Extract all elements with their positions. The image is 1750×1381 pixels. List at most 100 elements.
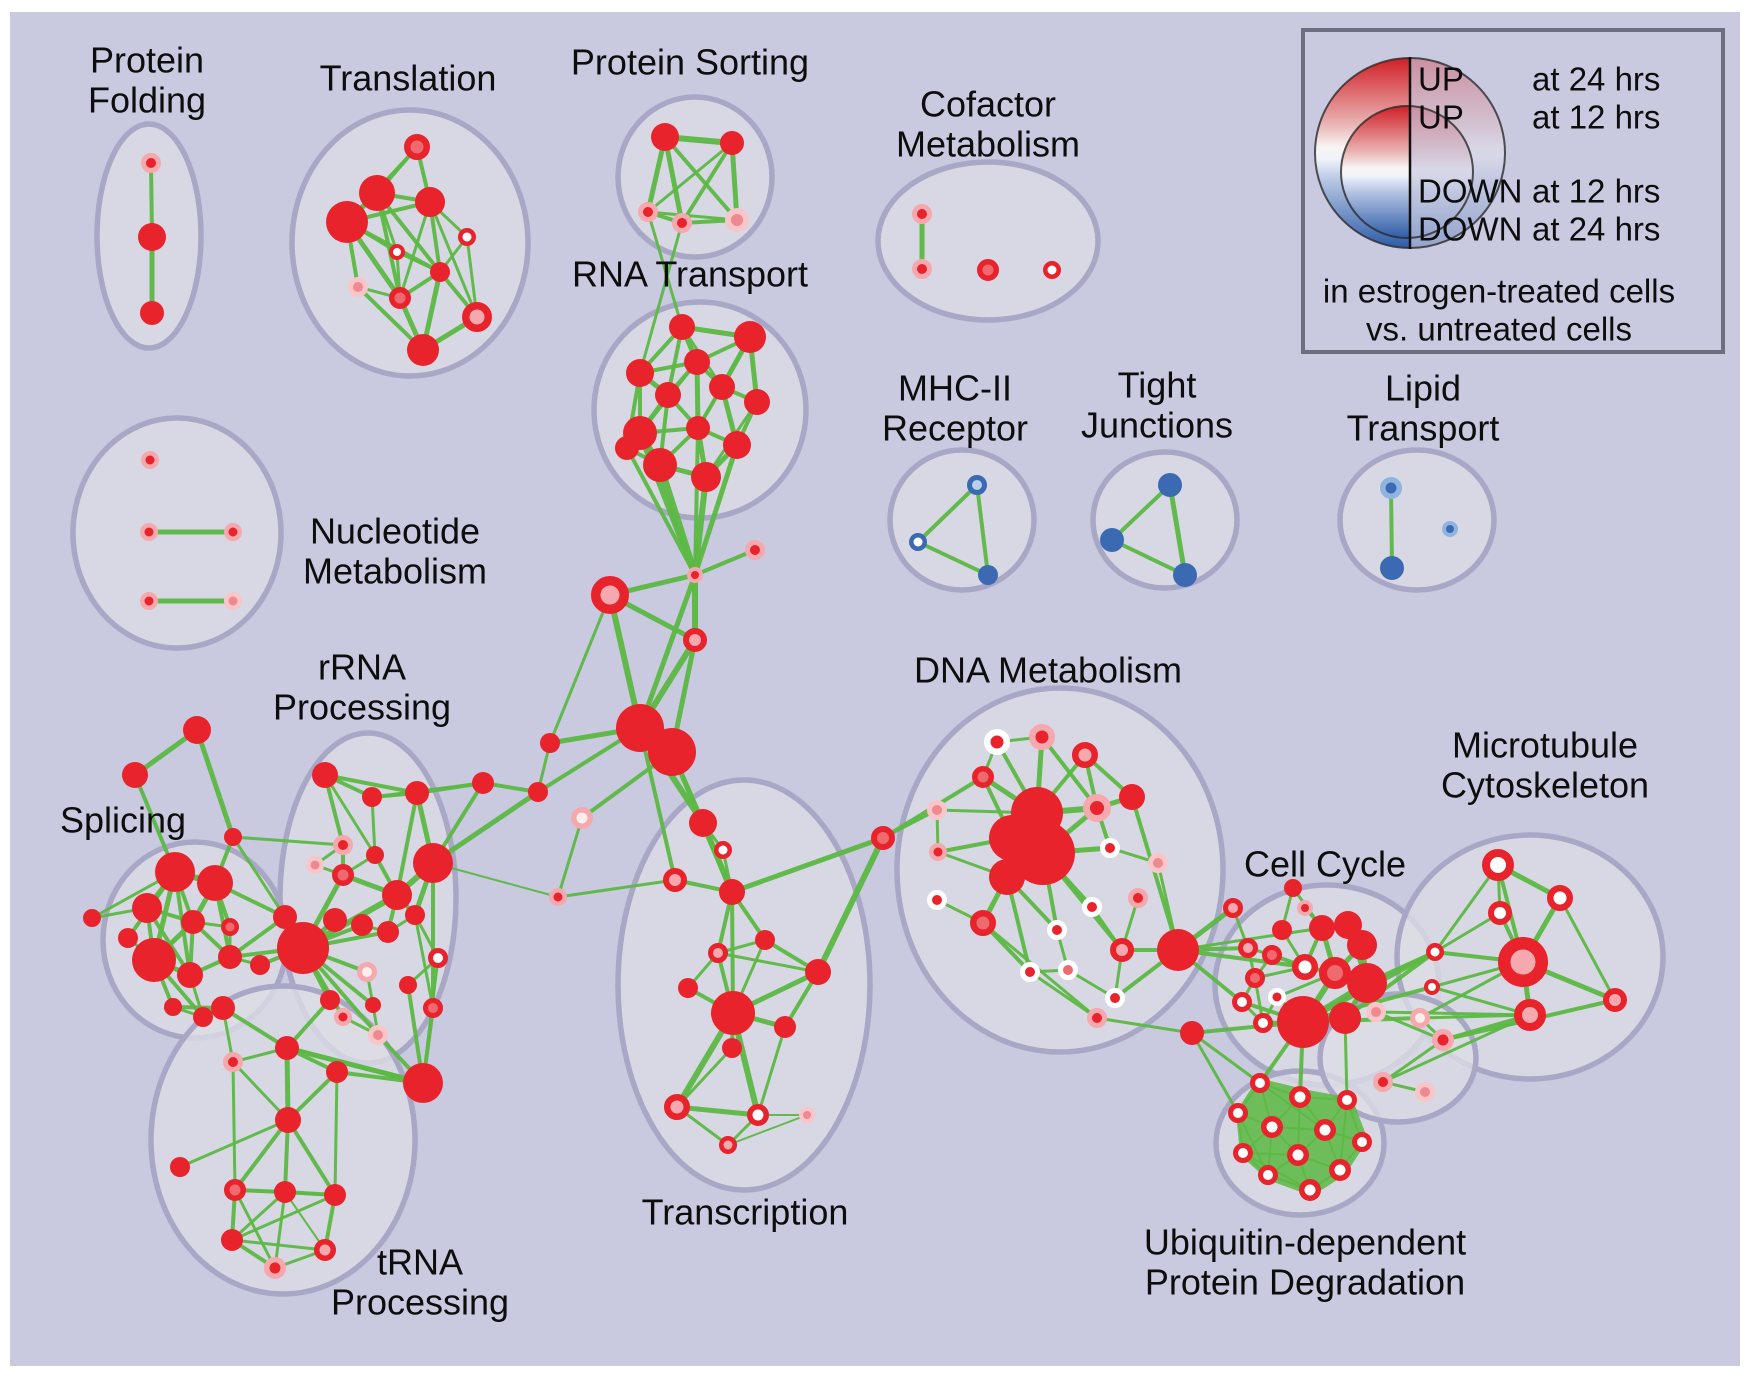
- gene-node: [264, 1257, 286, 1279]
- gene-node: [663, 868, 687, 892]
- gene-node: [1547, 885, 1573, 911]
- gene-node: [141, 451, 159, 469]
- cluster-label-lipid-transport: Transport: [1347, 408, 1500, 449]
- edge: [323, 773, 377, 857]
- gene-node: [389, 244, 405, 260]
- edge: [395, 791, 419, 897]
- gene-node: [365, 997, 381, 1013]
- gene-node: [224, 523, 242, 541]
- gene-node: [1083, 794, 1111, 822]
- gene-node: [722, 1038, 742, 1058]
- gene-node: [678, 978, 698, 998]
- edge: [231, 835, 287, 919]
- edge: [1110, 538, 1187, 577]
- gene-node: [1105, 988, 1125, 1008]
- gene-node: [972, 766, 994, 788]
- cluster-label-cofactor-metabolism: Cofactor: [920, 84, 1056, 125]
- gene-node: [273, 905, 297, 929]
- cluster-label-protein-sorting: Protein Sorting: [571, 42, 809, 83]
- gene-node: [405, 905, 425, 925]
- gene-node: [1250, 1073, 1270, 1093]
- edge: [916, 540, 990, 577]
- edge: [548, 593, 612, 745]
- gene-node: [138, 223, 166, 251]
- gene-node: [1292, 954, 1318, 980]
- gene-node: [648, 728, 696, 776]
- cluster-label-cofactor-metabolism: Metabolism: [896, 124, 1080, 165]
- gene-node: [320, 990, 340, 1010]
- edge: [1374, 1010, 1445, 1042]
- edge: [646, 141, 734, 214]
- gene-node: [277, 922, 329, 974]
- gene-node: [155, 852, 195, 892]
- gene-node: [275, 1107, 301, 1133]
- gene-node: [970, 910, 996, 936]
- gene-node: [615, 436, 639, 460]
- gene-node: [549, 888, 567, 906]
- gene-node: [672, 213, 692, 233]
- gene-node: [405, 781, 429, 805]
- cluster-label-microtubule-cytoskeleton: Cytoskeleton: [1441, 765, 1649, 806]
- gene-node: [1233, 1143, 1253, 1163]
- gene-node: [428, 948, 448, 968]
- gene-node: [1373, 1072, 1393, 1092]
- legend-time-label: at 24 hrs: [1532, 211, 1660, 248]
- edge: [1167, 482, 1188, 578]
- gene-node: [351, 914, 373, 936]
- gene-node: [224, 1179, 246, 1201]
- gene-node: [1329, 1002, 1361, 1034]
- gene-node: [132, 893, 162, 923]
- gene-node: [1238, 938, 1258, 958]
- gene-node: [1110, 938, 1134, 962]
- gene-node: [430, 262, 450, 282]
- gene-node: [1410, 1008, 1430, 1028]
- gene-node: [423, 998, 443, 1018]
- edge: [1389, 486, 1394, 570]
- cluster-label-nucleotide-metabolism: Nucleotide: [310, 511, 480, 552]
- gene-node: [638, 202, 658, 222]
- gene-node: [909, 533, 927, 551]
- gene-node: [1426, 943, 1444, 961]
- gene-node: [655, 382, 681, 408]
- edge: [178, 1118, 290, 1169]
- gene-node: [871, 826, 895, 850]
- gene-node: [686, 416, 710, 440]
- gene-node: [1297, 900, 1313, 916]
- gene-node: [929, 843, 947, 861]
- cluster-label-cell-cycle: Cell Cycle: [1244, 844, 1406, 885]
- edge: [194, 727, 236, 840]
- gene-node: [140, 301, 164, 325]
- gene-node: [912, 259, 932, 279]
- gene-node: [211, 996, 235, 1020]
- edge: [1110, 483, 1172, 542]
- edge: [815, 835, 886, 975]
- edge: [625, 446, 697, 577]
- gene-node: [689, 809, 717, 837]
- legend-time-label: at 12 hrs: [1532, 173, 1660, 210]
- gene-node: [1157, 929, 1199, 971]
- legend-footer-text: in estrogen-treated cells: [1323, 273, 1675, 310]
- edge: [1190, 1031, 1262, 1085]
- gene-node: [1432, 1029, 1454, 1051]
- gene-node: [1072, 742, 1098, 768]
- cluster-label-tight-junctions: Junctions: [1081, 405, 1233, 446]
- edge: [284, 1191, 326, 1251]
- gene-node: [332, 864, 354, 886]
- gene-node: [1380, 477, 1402, 499]
- gene-node: [664, 1094, 690, 1120]
- gene-node: [1245, 968, 1265, 988]
- gene-node: [989, 859, 1025, 895]
- edge: [1433, 911, 1502, 954]
- gene-node: [1347, 963, 1387, 1003]
- gene-node: [399, 976, 417, 994]
- edge: [231, 1060, 237, 1192]
- gene-node: [1352, 1132, 1372, 1152]
- gene-node: [755, 930, 775, 950]
- edge: [286, 1118, 337, 1197]
- gene-node: [747, 1104, 769, 1126]
- gene-node: [1173, 563, 1197, 587]
- gene-node: [719, 879, 745, 905]
- gene-node: [669, 314, 695, 340]
- gene-node: [799, 1107, 815, 1123]
